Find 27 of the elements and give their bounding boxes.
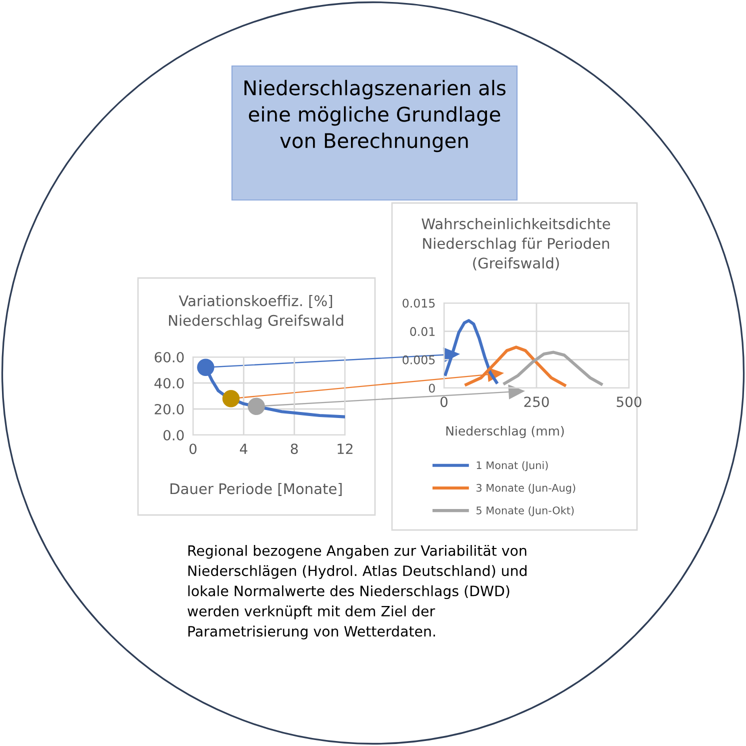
chart-title: Wahrscheinlichkeitsdichte Niederschlag für Perioden (Greifswald) xyxy=(422,218,610,270)
x-tick-label: 250 xyxy=(524,396,549,408)
x-axis-title: Dauer Periode [Monate] xyxy=(170,482,342,496)
x-axis-title: Niederschlag (mm) xyxy=(446,426,564,438)
legend-label: 5 Monate (Jun-Okt) xyxy=(476,506,574,516)
legend-label: 3 Monate (Jun-Aug) xyxy=(476,484,576,494)
y-tick-label: 0.01 xyxy=(410,327,435,336)
y-tick-label: 0.015 xyxy=(402,298,435,308)
y-tick-label: 0.0 xyxy=(163,430,184,440)
point xyxy=(197,358,214,376)
x-tick-label: 12 xyxy=(338,444,352,454)
x-tick-label: 4 xyxy=(240,444,248,454)
legend-label: 1 Monat (Juni) xyxy=(476,461,548,472)
x-tick-label: 0 xyxy=(189,444,196,454)
chart-title: Variationskoeffiz. [%] Niederschlag Greifswald xyxy=(169,295,344,329)
x-tick-label: 500 xyxy=(616,396,642,408)
y-tick-label: 0.005 xyxy=(402,355,435,364)
y-tick-label: 0 xyxy=(428,384,435,393)
point xyxy=(222,390,240,408)
text: Regional bezogene Angaben zur Variabilität von Niederschlägen (Hydrol. Atlas Deutschland) und lokale Normalwerte des Niederschlags (DWD) werden verknüpft mit dem Ziel der Parametrisierung von Wetterdaten. xyxy=(188,545,526,640)
x-tick-label: 0 xyxy=(440,396,448,408)
text: Niederschlagszenarien als eine mögliche Grundlage von Berechnungen xyxy=(244,80,506,152)
y-tick-label: 60.0 xyxy=(154,352,184,362)
y-tick-label: 40.0 xyxy=(154,378,184,388)
y-tick-label: 20.0 xyxy=(154,404,184,414)
x-tick-label: 8 xyxy=(290,444,298,454)
point xyxy=(248,398,265,416)
